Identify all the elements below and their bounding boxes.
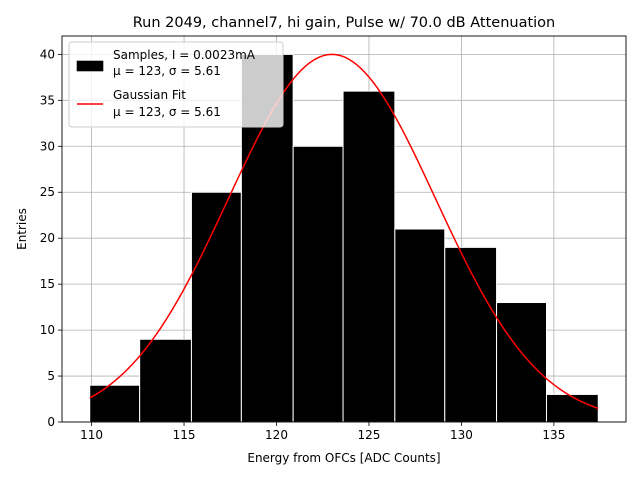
histogram-bar (342, 90, 396, 423)
histogram-bar (496, 302, 547, 423)
histogram-bar (89, 384, 141, 423)
legend-histogram-name: Samples, I = 0.0023mA (113, 48, 256, 62)
x-tick-label: 110 (80, 428, 103, 442)
y-tick-label: 35 (40, 93, 55, 107)
y-tick-label: 0 (47, 415, 55, 429)
histogram-bar (292, 145, 344, 423)
y-tick-label: 30 (40, 139, 55, 153)
plot-frame (61, 35, 627, 423)
gaussian-fit-line (89, 53, 599, 410)
chart-title: Run 2049, channel7, hi gain, Pulse w/ 70… (133, 15, 556, 31)
histogram-bars (89, 53, 599, 423)
y-tick-label: 20 (40, 231, 55, 245)
x-tick-label: 135 (542, 428, 565, 442)
histogram-bar (394, 228, 446, 423)
x-axis-ticks: 110 115 120 125 130 135 (80, 422, 565, 442)
legend-histogram-swatch (76, 60, 104, 72)
x-tick-label: 120 (265, 428, 288, 442)
y-axis-ticks: 0 5 10 15 20 25 30 35 40 (40, 47, 62, 429)
x-tick-label: 125 (358, 428, 381, 442)
x-tick-label: 130 (450, 428, 473, 442)
legend: Samples, I = 0.0023mA μ = 123, σ = 5.61 … (68, 41, 284, 128)
histogram-bar (444, 246, 498, 423)
histogram-bar (190, 191, 242, 423)
y-tick-label: 10 (40, 323, 55, 337)
x-axis-label: Energy from OFCs [ADC Counts] (247, 451, 440, 465)
legend-fit-stats: μ = 123, σ = 5.61 (113, 105, 221, 119)
y-tick-label: 40 (40, 47, 55, 61)
y-tick-label: 25 (40, 185, 55, 199)
histogram-bar (545, 393, 599, 423)
y-axis-label: Entries (15, 208, 29, 250)
x-tick-label: 115 (173, 428, 196, 442)
legend-histogram-stats: μ = 123, σ = 5.61 (113, 64, 221, 78)
legend-fit-name: Gaussian Fit (113, 88, 186, 102)
legend-box (68, 41, 284, 128)
y-tick-label: 5 (47, 369, 55, 383)
histogram-bar (139, 338, 192, 423)
y-tick-label: 15 (40, 277, 55, 291)
